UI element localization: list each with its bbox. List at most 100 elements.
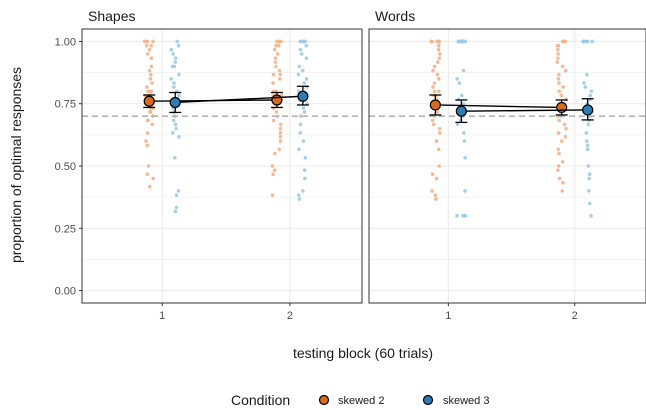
individual-point — [585, 143, 590, 148]
individual-point — [560, 159, 565, 164]
individual-point — [588, 93, 592, 98]
individual-point — [274, 110, 279, 114]
individual-point — [461, 214, 466, 218]
individual-point — [298, 47, 303, 52]
individual-point — [175, 39, 180, 44]
y-tick-label: 0.25 — [55, 223, 76, 235]
individual-point — [171, 131, 175, 135]
individual-point — [174, 126, 179, 131]
individual-point — [556, 77, 561, 81]
individual-point — [463, 155, 467, 160]
y-tick-label: 0.50 — [55, 161, 76, 173]
individual-point — [147, 184, 152, 189]
individual-point — [585, 139, 589, 143]
individual-point — [556, 47, 560, 52]
mean-line-skewed-2 — [435, 104, 562, 109]
individual-point — [556, 43, 561, 48]
mean-point-skewed-3 — [582, 104, 594, 116]
individual-point — [145, 143, 150, 148]
individual-point — [298, 114, 303, 118]
individual-point — [145, 131, 150, 135]
individual-point — [434, 139, 439, 143]
legend-key-skewed-3 — [422, 394, 434, 406]
individual-point — [274, 43, 278, 48]
x-tick-label: 1 — [445, 310, 451, 322]
individual-point — [276, 43, 281, 48]
individual-point — [435, 60, 440, 64]
mean-line-skewed-3 — [175, 95, 303, 104]
individual-point — [273, 151, 277, 156]
individual-point — [278, 139, 283, 143]
legend-label-skewed-3: skewed 3 — [443, 395, 489, 407]
individual-point — [586, 164, 591, 168]
individual-point — [170, 64, 175, 69]
individual-point — [430, 172, 435, 177]
individual-point — [149, 56, 154, 60]
individual-point — [148, 77, 153, 81]
individual-point — [437, 56, 442, 60]
individual-point — [589, 89, 594, 94]
individual-point — [557, 72, 561, 77]
individual-point — [271, 72, 276, 77]
individual-point — [277, 68, 282, 73]
individual-point — [150, 81, 154, 85]
individual-point — [172, 85, 176, 89]
individual-point — [556, 52, 560, 56]
individual-point — [458, 39, 462, 44]
individual-point — [562, 122, 567, 127]
individual-point — [563, 135, 568, 139]
individual-point — [145, 118, 150, 123]
individual-point — [149, 89, 153, 94]
individual-point — [271, 118, 276, 123]
individual-point — [304, 43, 309, 48]
individual-point — [462, 139, 467, 143]
individual-point — [151, 39, 155, 44]
individual-point — [303, 176, 307, 181]
individual-point — [437, 39, 441, 44]
individual-point — [556, 164, 561, 168]
individual-point — [581, 39, 586, 44]
individual-point — [437, 126, 442, 131]
individual-point — [557, 118, 562, 123]
individual-point — [459, 93, 464, 98]
individual-point — [563, 39, 568, 44]
individual-point — [174, 193, 179, 197]
individual-point — [171, 118, 176, 123]
individual-point — [299, 52, 304, 56]
individual-point — [435, 72, 440, 77]
individual-point — [430, 118, 435, 123]
individual-point — [432, 89, 437, 94]
x-tick-label: 2 — [572, 310, 578, 322]
x-tick-label: 2 — [287, 310, 293, 322]
individual-point — [435, 110, 440, 114]
individual-point — [431, 68, 435, 73]
strip-label-shapes: Shapes — [88, 8, 135, 24]
individual-point — [145, 52, 150, 56]
individual-point — [304, 77, 309, 81]
individual-point — [272, 47, 277, 52]
individual-point — [436, 47, 441, 52]
legend: Condition skewed 2 skewed 3 — [231, 392, 489, 408]
individual-point — [303, 155, 308, 160]
individual-point — [461, 68, 466, 73]
mean-point-skewed-2 — [556, 101, 568, 114]
individual-point — [559, 93, 564, 98]
individual-point — [278, 122, 283, 127]
individual-point — [277, 77, 282, 81]
panel-shapes: Shapes 1 2 — [81, 8, 363, 322]
individual-point — [455, 77, 459, 81]
individual-point — [142, 39, 147, 44]
individual-point — [557, 81, 561, 85]
individual-point — [146, 164, 151, 168]
individual-point — [272, 168, 277, 173]
individual-point — [585, 72, 589, 77]
individual-point — [587, 176, 591, 181]
individual-point — [560, 64, 565, 69]
individual-point — [173, 155, 177, 160]
individual-point — [583, 85, 588, 89]
individual-point — [564, 126, 568, 131]
individual-point — [302, 110, 307, 114]
panels: Shapes 1 2 Words 1 2 — [81, 8, 646, 322]
individual-point — [270, 193, 275, 197]
individual-point — [559, 139, 564, 143]
